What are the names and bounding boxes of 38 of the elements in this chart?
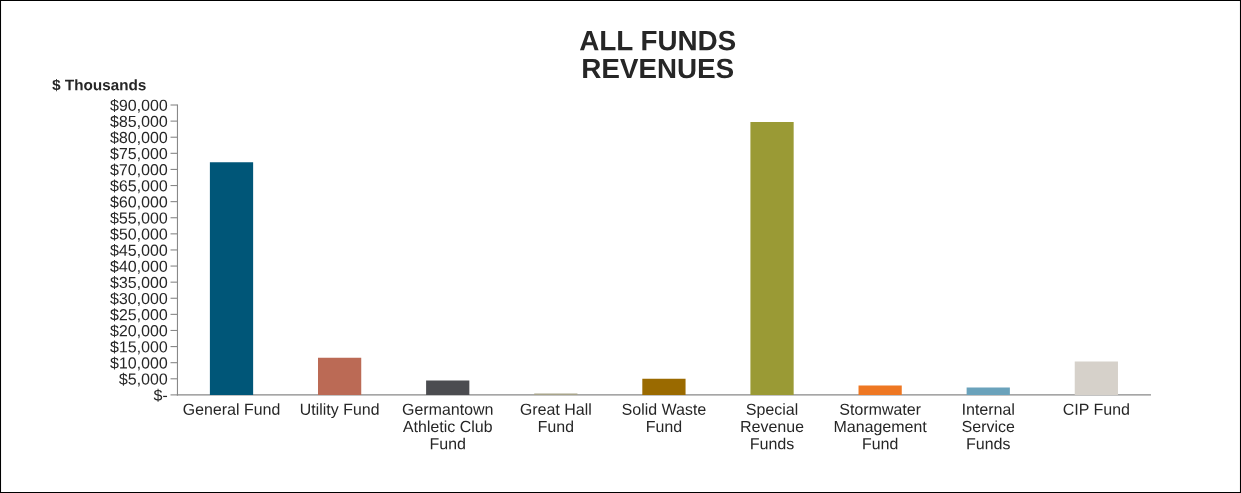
y-tick-label: $90,000 xyxy=(110,98,168,113)
y-tick-label: $10,000 xyxy=(110,356,168,371)
bar xyxy=(209,162,254,395)
bar xyxy=(318,357,362,395)
x-tick-label: Solid Waste Fund xyxy=(622,403,706,433)
x-tick-label: Great Hall Fund xyxy=(520,403,591,433)
y-tick-label: $15,000 xyxy=(110,340,168,355)
y-tick-label: $50,000 xyxy=(110,227,168,242)
x-tick-label: Germantown Athletic Club Fund xyxy=(402,403,493,450)
x-tick-label: Utility Fund xyxy=(300,403,379,419)
x-tick-label: Internal Service Funds xyxy=(962,403,1015,450)
y-tick-label: $- xyxy=(153,388,168,402)
x-tick-label: Special Revenue Funds xyxy=(741,403,804,450)
y-tick-label: $25,000 xyxy=(110,308,168,323)
x-tick-label: CIP Fund xyxy=(1063,403,1129,415)
bar xyxy=(966,387,1010,395)
bar xyxy=(750,122,794,395)
bar xyxy=(642,378,686,395)
y-tick-label: $60,000 xyxy=(110,195,168,210)
y-tick-label: $70,000 xyxy=(110,163,168,178)
chart-title: ALL FUNDS REVENUES xyxy=(579,30,736,79)
y-tick-label: $65,000 xyxy=(110,179,168,194)
y-tick-label: $75,000 xyxy=(110,147,168,162)
bar xyxy=(858,385,902,395)
y-tick-label: $5,000 xyxy=(119,372,168,387)
y-axis-title: $ Thousands xyxy=(52,78,146,92)
y-tick-label: $85,000 xyxy=(110,115,168,129)
y-tick-label: $45,000 xyxy=(110,243,168,258)
y-tick-label: $80,000 xyxy=(110,131,168,146)
bar xyxy=(426,380,470,395)
y-tick-label: $30,000 xyxy=(110,292,168,307)
x-tick-label: Stormwater Management Fund xyxy=(834,403,927,450)
y-tick-label: $40,000 xyxy=(110,260,168,274)
x-tick-label: General Fund xyxy=(183,403,280,415)
y-tick-label: $20,000 xyxy=(110,324,168,339)
bar xyxy=(1074,361,1118,395)
y-tick-label: $35,000 xyxy=(110,276,168,290)
y-tick-label: $55,000 xyxy=(110,211,168,226)
